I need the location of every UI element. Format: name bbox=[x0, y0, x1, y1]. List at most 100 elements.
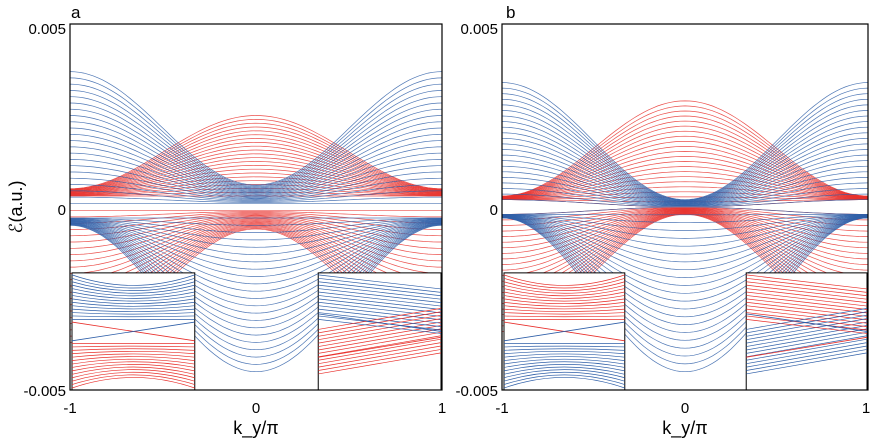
band-line-a-3-11 bbox=[70, 221, 442, 299]
axes-frame-a bbox=[69, 23, 443, 391]
band-line-a-1-7 bbox=[70, 159, 442, 198]
inset-line-top-a-0-8 bbox=[71, 301, 195, 307]
y-axis-title-a: ℰ(a.u.) bbox=[6, 181, 26, 234]
band-line-a-3-5 bbox=[70, 219, 442, 255]
band-line-a-0-17 bbox=[70, 130, 442, 191]
inset-line-top-b-1-10 bbox=[746, 308, 868, 324]
inset-line-bottom-b-1-7 bbox=[746, 328, 868, 351]
inset-line-bottom-a-0-8 bbox=[71, 356, 195, 361]
band-line-a-3-6 bbox=[70, 219, 442, 263]
band-line-a-0-15 bbox=[70, 138, 442, 192]
axes-frame-b bbox=[501, 23, 869, 391]
inset-line-top-b-1-1 bbox=[746, 277, 868, 293]
band-line-b-3-6 bbox=[502, 215, 868, 255]
band-line-b-3-18 bbox=[502, 217, 868, 349]
inset-line-top-a-1-0 bbox=[318, 274, 442, 290]
inset-line-top-b-1-11 bbox=[746, 312, 868, 327]
band-line-b-1-5 bbox=[502, 171, 868, 206]
band-line-a-3-15 bbox=[70, 222, 442, 329]
x-tick-label-left-b: -1 bbox=[495, 400, 508, 417]
band-line-a-0-16 bbox=[70, 134, 442, 191]
band-line-b-2-10 bbox=[502, 210, 868, 271]
band-line-a-3-3 bbox=[70, 218, 442, 241]
band-line-a-1-1 bbox=[70, 196, 442, 203]
band-line-a-0-7 bbox=[70, 168, 442, 194]
band-line-a-2-5 bbox=[70, 214, 442, 243]
inset-line-top-b-0-3 bbox=[503, 284, 625, 294]
band-line-a-3-19 bbox=[70, 224, 442, 358]
inset-line-bottom-b-1-11 bbox=[746, 314, 868, 337]
inset-edge-blue-b bbox=[503, 321, 625, 342]
plot-area-b bbox=[502, 82, 868, 390]
inset-line-bottom-a-1-13 bbox=[318, 308, 442, 330]
band-line-b-0-12 bbox=[502, 145, 868, 198]
band-line-a-3-16 bbox=[70, 223, 442, 336]
y-tick-label-top-b: 0.005 bbox=[460, 21, 498, 38]
band-line-b-3-17 bbox=[502, 216, 868, 341]
band-line-b-0-13 bbox=[502, 140, 868, 198]
band-line-a-0-20 bbox=[70, 118, 442, 190]
inset-line-bottom-b-0-12 bbox=[503, 345, 625, 348]
inset-line-bottom-b-0-4 bbox=[503, 366, 625, 375]
inset-line-bottom-b-1-0 bbox=[746, 352, 868, 375]
band-line-b-3-21 bbox=[502, 217, 868, 373]
band-line-a-0-11 bbox=[70, 153, 442, 193]
band-line-a-1-19 bbox=[70, 83, 442, 188]
inset-line-bottom-a-1-3 bbox=[318, 342, 442, 365]
inset-line-bottom-a-1-0 bbox=[318, 352, 442, 375]
x-tick-label-right-a: 1 bbox=[438, 400, 446, 417]
inset-line-top-a-0-11 bbox=[71, 312, 195, 315]
band-line-a-2-8 bbox=[70, 217, 442, 262]
inset-line-bottom-a-1-10 bbox=[318, 318, 442, 341]
inset-line-bottom-a-0-3 bbox=[71, 369, 195, 379]
inset-line-bottom-a-0-12 bbox=[71, 345, 195, 348]
inset-line-bottom-b-1-9 bbox=[746, 321, 868, 344]
inset-line-top-a-1-13 bbox=[318, 319, 442, 334]
inset-line-top-b-1-9 bbox=[746, 305, 868, 321]
inset-line-bottom-b-1-13 bbox=[746, 308, 868, 330]
inset-edge-red-a-r bbox=[318, 336, 442, 358]
inset-line-top-a-0-10 bbox=[71, 308, 195, 312]
band-line-a-1-10 bbox=[70, 140, 442, 195]
x-tick-label-left-a: -1 bbox=[63, 400, 76, 417]
inset-line-bottom-a-1-5 bbox=[318, 335, 442, 358]
band-line-b-1-7 bbox=[502, 160, 868, 205]
inset-edge-blue-a-r bbox=[318, 313, 442, 332]
band-line-b-0-8 bbox=[502, 166, 868, 199]
band-line-b-0-16 bbox=[502, 125, 868, 198]
band-line-a-1-13 bbox=[70, 121, 442, 193]
panel-label-a: a bbox=[71, 3, 81, 22]
band-line-b-3-9 bbox=[502, 215, 868, 278]
band-line-b-3-14 bbox=[502, 216, 868, 318]
x-axis-title-a: k_y/π bbox=[233, 418, 278, 439]
inset-line-bottom-b-0-5 bbox=[503, 364, 625, 372]
x-tick-label-mid-b: 0 bbox=[681, 400, 689, 417]
inset-line-bottom-b-0-10 bbox=[503, 350, 625, 355]
band-line-a-2-12 bbox=[70, 220, 442, 287]
inset-line-top-a-0-3 bbox=[71, 284, 195, 294]
inset-line-bottom-b-0-7 bbox=[503, 358, 625, 365]
band-line-a-2-9 bbox=[70, 218, 442, 268]
inset-line-bottom-b-0-6 bbox=[503, 361, 625, 368]
inset-line-top-a-0-12 bbox=[71, 315, 195, 318]
band-line-b-0-20 bbox=[502, 105, 868, 197]
band-line-b-2-5 bbox=[502, 208, 868, 243]
band-line-b-3-15 bbox=[502, 216, 868, 325]
x-axis-title-b: k_y/π bbox=[662, 418, 707, 439]
band-line-a-3-2 bbox=[70, 218, 442, 233]
inset-line-bottom-a-0-1 bbox=[71, 374, 195, 385]
band-line-b-0-10 bbox=[502, 156, 868, 199]
band-line-b-3-3 bbox=[502, 214, 868, 231]
band-line-b-0-5 bbox=[502, 181, 868, 200]
inset-line-top-b-0-9 bbox=[503, 305, 625, 310]
inset-line-top-b-0-8 bbox=[503, 301, 625, 307]
inset-line-bottom-b-0-1 bbox=[503, 374, 625, 385]
inset-line-bottom-a-1-2 bbox=[318, 345, 442, 368]
inset-line-top-b-0-12 bbox=[503, 315, 625, 318]
band-line-b-3-12 bbox=[502, 216, 868, 302]
inset-line-bottom-b-0-3 bbox=[503, 369, 625, 379]
band-line-b-0-21 bbox=[502, 100, 868, 197]
band-line-b-0-4 bbox=[502, 186, 868, 200]
band-line-a-0-8 bbox=[70, 164, 442, 194]
band-line-a-3-20 bbox=[70, 224, 442, 365]
